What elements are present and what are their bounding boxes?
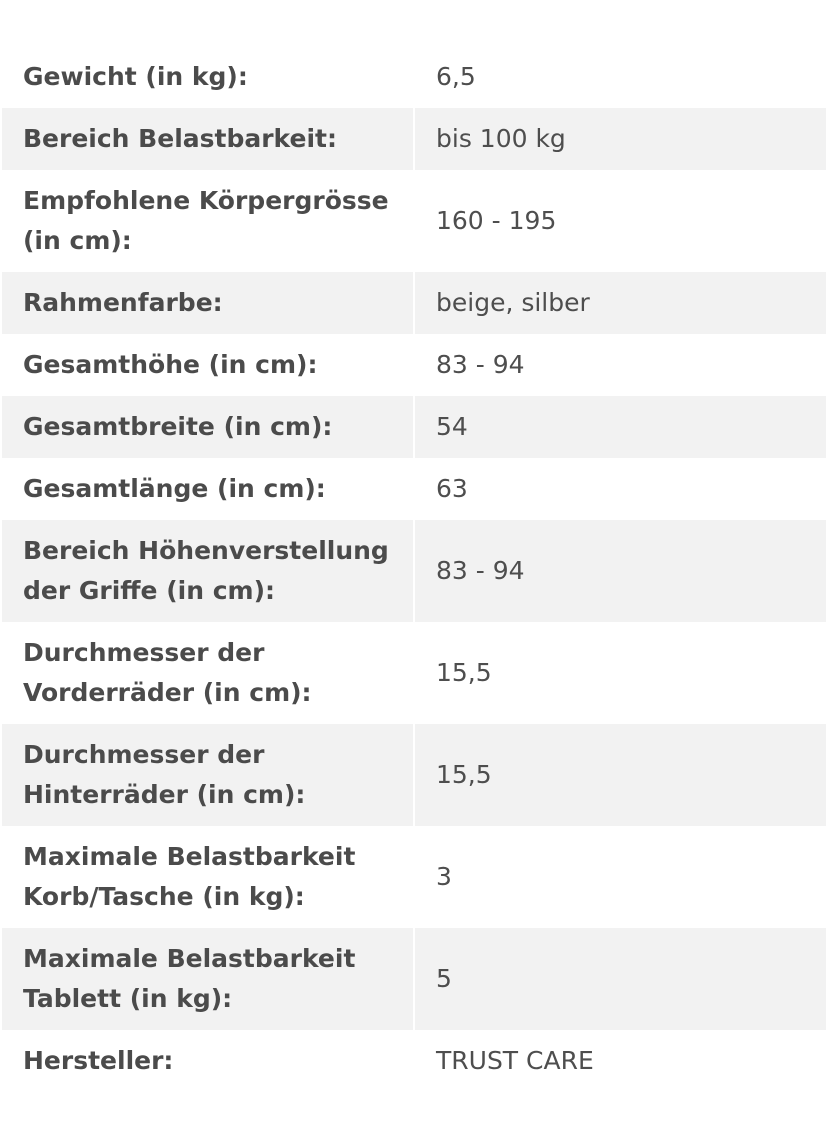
spec-value: bis 100 kg [415,108,826,170]
spec-value: 63 [436,474,468,503]
spec-value: 160 - 195 [436,206,557,235]
spec-row-total-height: Gesamthöhe (in cm): 83 - 94 [2,334,826,396]
spec-value: 54 [415,396,826,458]
spec-label: Hersteller: [23,1046,174,1075]
spec-label: Durchmesser der Vorderräder (in cm): [23,638,312,707]
spec-row-rear-wheel: Durchmesser der Hinterräder (in cm): 15,… [2,724,826,826]
spec-label: Bereich Höhenverstellung der Griffe (in … [2,520,413,622]
spec-row-total-length: Gesamtlänge (in cm): 63 [2,458,826,520]
spec-value: 6,5 [436,62,476,91]
spec-row-weight: Gewicht (in kg): 6,5 [2,46,826,108]
spec-label: Bereich Belastbarkeit: [2,108,413,170]
spec-row-basket-load: Maximale Belastbarkeit Korb/Tasche (in k… [2,826,826,928]
spec-value: TRUST CARE [436,1046,594,1075]
spec-value: 15,5 [436,658,492,687]
spec-label: Gewicht (in kg): [23,62,248,91]
spec-row-manufacturer: Hersteller: TRUST CARE [2,1030,826,1092]
spec-value: 83 - 94 [415,520,826,622]
spec-row-front-wheel: Durchmesser der Vorderräder (in cm): 15,… [2,622,826,724]
spec-row-handle-adjustment: Bereich Höhenverstellung der Griffe (in … [2,520,826,622]
spec-table: Gewicht (in kg): 6,5 Bereich Belastbarke… [2,46,826,1092]
spec-label: Gesamtlänge (in cm): [23,474,326,503]
spec-row-tray-load: Maximale Belastbarkeit Tablett (in kg): … [2,928,826,1030]
spec-value: 3 [436,862,452,891]
spec-value: 83 - 94 [436,350,525,379]
spec-label: Empfohlene Körpergrösse (in cm): [23,186,389,255]
spec-value: 5 [415,928,826,1030]
spec-label: Maximale Belastbarkeit Korb/Tasche (in k… [23,842,356,911]
spec-row-body-height: Empfohlene Körpergrösse (in cm): 160 - 1… [2,170,826,272]
spec-label: Gesamthöhe (in cm): [23,350,318,379]
spec-label: Gesamtbreite (in cm): [2,396,413,458]
spec-value: 15,5 [415,724,826,826]
spec-row-load-range: Bereich Belastbarkeit: bis 100 kg [2,108,826,170]
spec-row-frame-color: Rahmenfarbe: beige, silber [2,272,826,334]
spec-row-total-width: Gesamtbreite (in cm): 54 [2,396,826,458]
spec-label: Maximale Belastbarkeit Tablett (in kg): [2,928,413,1030]
spec-value: beige, silber [415,272,826,334]
spec-label: Durchmesser der Hinterräder (in cm): [2,724,413,826]
spec-label: Rahmenfarbe: [2,272,413,334]
